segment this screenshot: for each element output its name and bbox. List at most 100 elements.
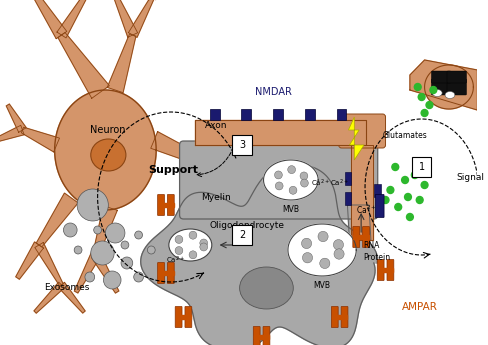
Ellipse shape <box>444 91 454 99</box>
Polygon shape <box>21 127 60 152</box>
FancyBboxPatch shape <box>446 79 466 95</box>
Ellipse shape <box>239 267 293 309</box>
FancyBboxPatch shape <box>374 195 383 217</box>
FancyBboxPatch shape <box>179 141 377 219</box>
Circle shape <box>302 253 312 263</box>
Circle shape <box>429 87 436 93</box>
Polygon shape <box>141 164 377 345</box>
Bar <box>344 192 351 205</box>
Circle shape <box>85 272 95 282</box>
Text: Ca$^{2+}$: Ca$^{2+}$ <box>329 177 348 189</box>
FancyBboxPatch shape <box>352 227 359 247</box>
FancyBboxPatch shape <box>253 326 260 345</box>
Polygon shape <box>195 120 365 145</box>
Bar <box>336 109 346 120</box>
Bar <box>209 109 219 120</box>
Polygon shape <box>150 132 219 171</box>
Circle shape <box>410 171 417 178</box>
Circle shape <box>175 235 183 244</box>
Ellipse shape <box>168 229 211 261</box>
FancyBboxPatch shape <box>232 225 251 245</box>
Circle shape <box>121 257 132 269</box>
Circle shape <box>275 182 283 190</box>
Circle shape <box>333 249 344 259</box>
Circle shape <box>200 239 207 247</box>
Circle shape <box>63 223 77 237</box>
Bar <box>241 109 250 120</box>
FancyBboxPatch shape <box>331 306 338 327</box>
Circle shape <box>406 214 412 220</box>
FancyBboxPatch shape <box>430 79 450 95</box>
Polygon shape <box>55 90 156 210</box>
Text: Myelin: Myelin <box>201 193 230 201</box>
Circle shape <box>317 231 327 242</box>
Circle shape <box>189 251 197 259</box>
Polygon shape <box>35 243 63 286</box>
Text: Ca$^{2+}$: Ca$^{2+}$ <box>355 204 375 216</box>
FancyBboxPatch shape <box>157 263 164 284</box>
FancyBboxPatch shape <box>157 195 164 216</box>
Bar <box>305 109 315 120</box>
Polygon shape <box>128 0 154 37</box>
Circle shape <box>133 272 143 282</box>
Text: Support: Support <box>148 165 198 175</box>
Bar <box>273 109 283 120</box>
Ellipse shape <box>91 139 125 171</box>
FancyBboxPatch shape <box>411 157 430 177</box>
FancyBboxPatch shape <box>263 326 269 345</box>
Polygon shape <box>74 253 100 293</box>
Polygon shape <box>175 315 191 319</box>
Polygon shape <box>347 205 370 240</box>
Circle shape <box>381 197 388 204</box>
Polygon shape <box>424 65 472 109</box>
Circle shape <box>391 164 398 170</box>
Circle shape <box>301 238 311 249</box>
Circle shape <box>200 243 207 251</box>
Polygon shape <box>351 145 372 240</box>
Text: 1: 1 <box>418 162 424 172</box>
Polygon shape <box>57 0 87 38</box>
Polygon shape <box>158 271 173 275</box>
Text: Oligodendrocyte: Oligodendrocyte <box>209 220 284 229</box>
Text: Glutamates: Glutamates <box>382 130 427 139</box>
Polygon shape <box>93 206 117 256</box>
Circle shape <box>394 204 401 210</box>
FancyArrowPatch shape <box>197 152 230 177</box>
FancyBboxPatch shape <box>167 263 174 284</box>
Circle shape <box>425 101 432 108</box>
Text: Axon: Axon <box>204 120 227 129</box>
Circle shape <box>404 194 410 200</box>
Text: Exosomes: Exosomes <box>43 283 89 292</box>
Circle shape <box>91 241 114 265</box>
Circle shape <box>300 179 308 187</box>
Circle shape <box>420 181 427 188</box>
Circle shape <box>74 246 82 254</box>
Text: Ca$^{2+}$: Ca$^{2+}$ <box>310 177 329 189</box>
Text: MVB: MVB <box>313 281 330 290</box>
Ellipse shape <box>431 89 441 97</box>
Circle shape <box>77 189 108 221</box>
FancyBboxPatch shape <box>338 114 385 148</box>
Circle shape <box>300 172 307 180</box>
Polygon shape <box>263 160 318 200</box>
Polygon shape <box>348 117 363 160</box>
FancyBboxPatch shape <box>446 71 466 83</box>
FancyBboxPatch shape <box>386 259 393 280</box>
Polygon shape <box>409 60 476 110</box>
Polygon shape <box>36 193 78 247</box>
Circle shape <box>386 187 393 194</box>
Circle shape <box>134 231 142 239</box>
Bar <box>344 172 351 185</box>
Polygon shape <box>34 282 64 313</box>
Text: MVB: MVB <box>282 205 299 214</box>
FancyBboxPatch shape <box>362 227 368 247</box>
Circle shape <box>147 246 155 254</box>
Circle shape <box>287 166 295 174</box>
Polygon shape <box>377 268 392 272</box>
Circle shape <box>417 93 424 100</box>
Circle shape <box>401 177 407 184</box>
Circle shape <box>105 223 124 243</box>
Polygon shape <box>353 235 368 239</box>
Polygon shape <box>16 242 43 279</box>
FancyBboxPatch shape <box>341 306 347 327</box>
